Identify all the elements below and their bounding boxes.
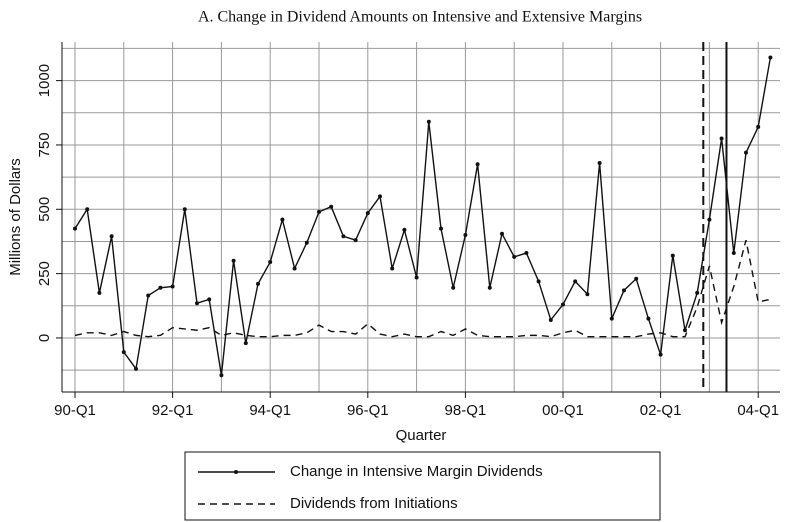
legend-label: Change in Intensive Margin Dividends — [290, 463, 543, 480]
point — [475, 162, 480, 167]
y-tick-label: 750 — [36, 132, 53, 157]
series-line — [74, 239, 771, 338]
point — [719, 136, 724, 141]
y-tick-label: 500 — [36, 197, 53, 222]
point — [256, 281, 260, 286]
point — [451, 285, 456, 290]
y-tick-label: 250 — [36, 261, 53, 286]
point — [378, 194, 382, 199]
point — [304, 240, 309, 245]
legend-label: Dividends from Initiations — [290, 495, 458, 512]
x-tick-label: 94-Q1 — [249, 402, 291, 419]
chart-title: A. Change in Dividend Amounts on Intensi… — [198, 9, 642, 26]
x-tick-label: 96-Q1 — [347, 402, 389, 419]
point — [365, 211, 370, 216]
point — [695, 290, 700, 295]
x-tick-label: 92-Q1 — [152, 402, 194, 419]
point — [341, 234, 346, 239]
point — [292, 266, 297, 271]
point — [561, 302, 565, 307]
point — [463, 233, 468, 238]
y-tick-label: 1000 — [36, 64, 53, 97]
point — [500, 231, 504, 236]
x-tick-label: 98-Q1 — [445, 402, 487, 419]
point — [622, 288, 626, 293]
point — [512, 254, 517, 259]
legend-marker — [234, 470, 238, 474]
point — [731, 251, 736, 256]
point — [756, 124, 761, 129]
point — [524, 251, 529, 256]
point — [353, 238, 358, 243]
x-axis-label: Quarter — [396, 427, 447, 444]
point — [121, 350, 126, 355]
x-tick-label: 02-Q1 — [640, 402, 682, 419]
y-axis-label: Millions of Dollars — [7, 158, 24, 276]
point — [268, 260, 273, 265]
point — [390, 266, 395, 271]
point — [329, 204, 334, 209]
point — [768, 55, 773, 60]
point — [170, 284, 175, 289]
point — [158, 285, 163, 290]
point — [402, 227, 407, 232]
point — [134, 366, 138, 371]
point — [207, 297, 212, 302]
x-tick-label: 04-Q1 — [737, 402, 779, 419]
point — [231, 258, 236, 263]
point — [439, 226, 443, 231]
point — [658, 352, 663, 357]
x-tick-label: 00-Q1 — [542, 402, 584, 419]
point — [73, 226, 77, 231]
point — [182, 207, 187, 212]
point — [536, 279, 541, 284]
point — [744, 150, 748, 155]
point — [85, 207, 90, 212]
series-line — [74, 57, 772, 376]
point — [707, 217, 712, 222]
point — [243, 341, 248, 346]
point — [548, 317, 553, 322]
point — [195, 301, 199, 306]
point — [280, 217, 285, 222]
point — [609, 316, 614, 321]
point — [670, 253, 675, 258]
point — [414, 275, 419, 280]
point — [487, 285, 492, 290]
point — [219, 373, 224, 378]
point — [97, 290, 102, 295]
point — [426, 119, 431, 124]
point — [683, 328, 687, 333]
point — [597, 160, 602, 165]
point — [109, 234, 114, 239]
x-tick-label: 90-Q1 — [54, 402, 96, 419]
point — [634, 276, 639, 281]
point — [646, 316, 651, 321]
point — [317, 209, 321, 214]
point — [146, 293, 151, 298]
legend-box — [184, 451, 661, 521]
point — [585, 292, 590, 297]
point — [573, 279, 578, 284]
y-tick-label: 0 — [36, 334, 53, 342]
